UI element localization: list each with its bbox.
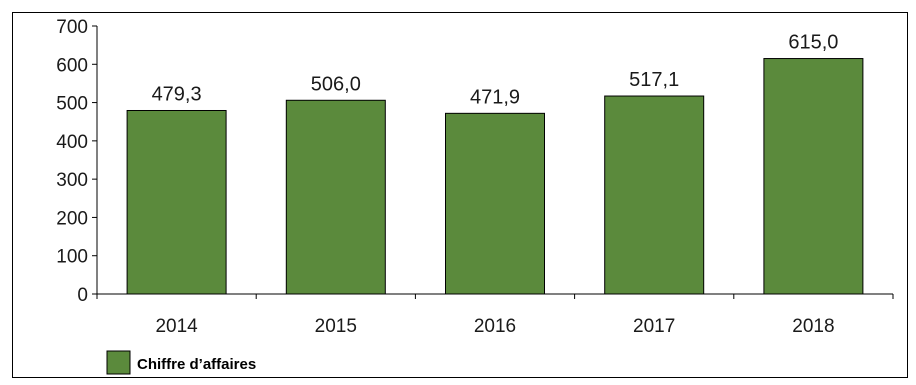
bars [126, 58, 864, 295]
x-axis: 2014 2015 2016 2017 2018 [96, 293, 894, 337]
x-tick-label: 2014 [155, 316, 198, 337]
y-tick-label: 300 [56, 170, 88, 191]
y-tick-label: 600 [56, 55, 88, 76]
data-label: 517,1 [629, 69, 679, 91]
y-tick-label: 400 [56, 132, 88, 153]
y-axis: 0 100 200 300 400 500 600 700 [56, 17, 98, 306]
y-tick-label: 100 [56, 247, 88, 268]
legend-swatch [106, 350, 131, 375]
data-label: 479,3 [152, 83, 202, 105]
data-label: 506,0 [311, 73, 361, 95]
y-tick-label: 500 [56, 94, 88, 115]
data-labels: 479,3 506,0 471,9 517,1 615,0 [152, 32, 839, 109]
bar [285, 99, 386, 295]
y-tick-label: 200 [56, 208, 88, 229]
data-label: 471,9 [470, 86, 520, 108]
x-tick-label: 2017 [633, 316, 675, 337]
bar [126, 109, 227, 295]
y-tick-label: 700 [56, 17, 88, 38]
y-tick-label: 0 [77, 285, 88, 306]
legend-label: Chiffre d’affaires [137, 356, 256, 373]
data-label: 615,0 [788, 32, 838, 54]
x-tick-label: 2015 [315, 316, 357, 337]
bar [763, 58, 864, 295]
bar [445, 112, 545, 295]
x-tick-label: 2016 [474, 316, 516, 337]
x-tick-label: 2018 [792, 316, 834, 337]
legend: Chiffre d’affaires [106, 350, 256, 375]
bar [604, 95, 705, 295]
